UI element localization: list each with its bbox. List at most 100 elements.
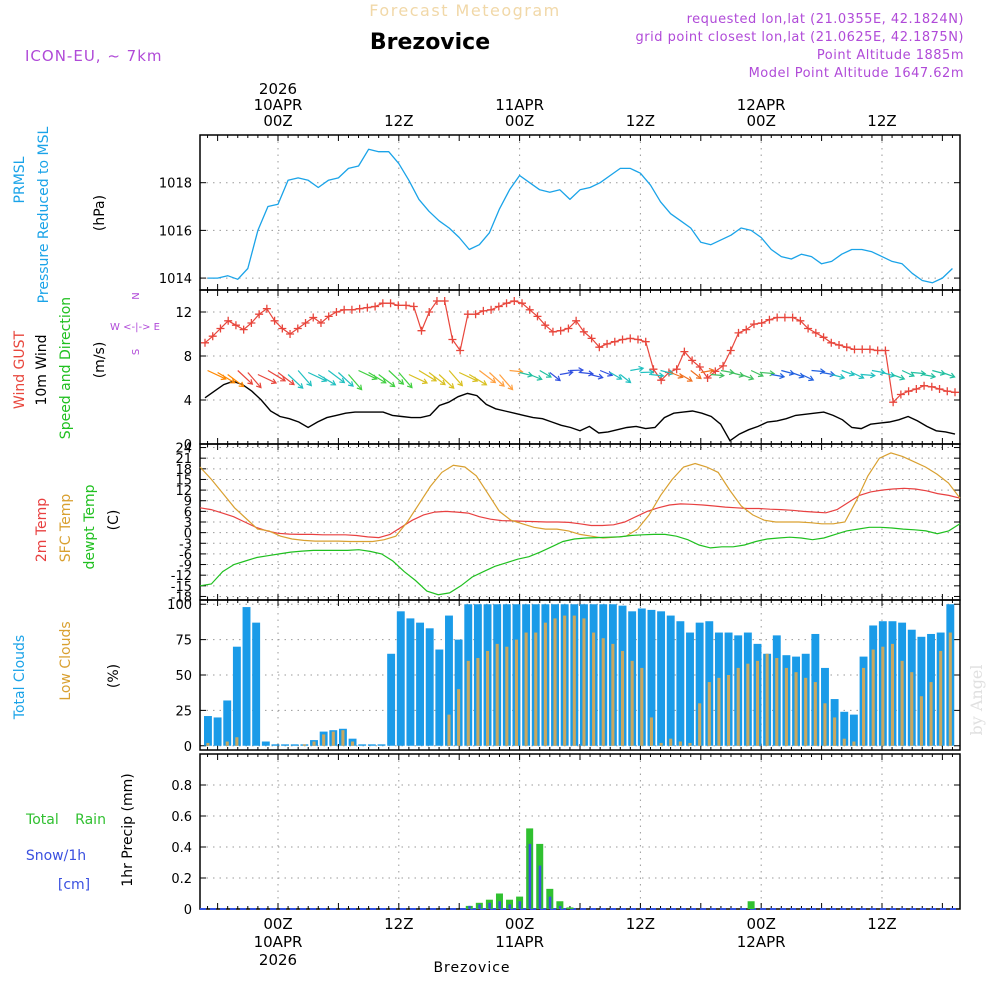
wind-direction-arrow [599, 369, 613, 376]
wind-direction-arrow [257, 373, 277, 384]
wind-direction-arrow [861, 373, 875, 377]
bottom-axis-label: 12APR [737, 933, 786, 951]
wind-direction-arrow [237, 370, 253, 385]
low-cloud-bar [862, 667, 866, 746]
low-cloud-bar [669, 738, 673, 746]
total-cloud-bar [917, 636, 926, 746]
gust-label: Wind GUST [12, 330, 28, 409]
wind-direction-arrow [217, 371, 236, 384]
wind-direction-arrow [922, 373, 936, 378]
gust-marker [811, 328, 820, 337]
wind-direction-arrow [539, 369, 552, 378]
wind-arrow-head [517, 368, 524, 375]
bottom-axis-label: 00Z [263, 915, 292, 933]
gust-marker [479, 306, 488, 315]
wind-arrow-head [588, 370, 595, 377]
wind-arrow-head [695, 373, 702, 380]
wind-dir-label: Speed and Direction [58, 297, 74, 439]
total-cloud-bar [666, 615, 675, 746]
y-tick-label: 9 [184, 495, 192, 510]
gust-marker [208, 332, 217, 341]
total-cloud-bar [261, 741, 270, 746]
low-cloud-bar [331, 731, 335, 746]
low-cloud-bar [784, 667, 788, 746]
clouds-panel: 0 25 50 75 100 [167, 598, 961, 755]
wind-direction-arrow [710, 373, 724, 377]
gust-marker [835, 341, 844, 349]
total-cloud-bar [387, 653, 396, 746]
total-cloud-bar [425, 628, 434, 746]
total-cloud-bar [242, 607, 251, 746]
wind-direction-arrow [287, 374, 304, 389]
wind-arrow-head [798, 372, 805, 379]
grid-point-coords: grid point closest lon,lat (21.0625E, 42… [636, 30, 964, 45]
snow-bar [528, 843, 532, 909]
total-cloud-bar [686, 632, 694, 746]
low-cloud-bar [804, 677, 808, 746]
wind-arrow-head [616, 374, 623, 380]
top-axis-label: 00Z [263, 112, 292, 130]
y-tick-label: -12 [171, 569, 192, 584]
wind-direction-arrow [589, 373, 603, 379]
total-rain-label: Total Rain [25, 812, 106, 828]
y-tick-label: 0 [184, 527, 192, 542]
wind-direction-arrow [267, 369, 286, 382]
wind-arrow-head [431, 376, 438, 382]
wind-direction-arrow [428, 372, 446, 386]
low-cloud-bar [505, 646, 509, 746]
y-tick-label: 21 [175, 452, 192, 467]
wind-label: 10m Wind [34, 334, 50, 405]
gust-marker [757, 319, 766, 327]
rain-bar [566, 907, 574, 909]
wind-direction-arrow [791, 371, 804, 378]
wind-direction-arrow [438, 374, 455, 389]
low-cloud-bar [852, 741, 856, 746]
y-tick-label: 50 [175, 669, 192, 684]
wind-direction-arrow [338, 372, 354, 387]
wind-arrow-head [949, 372, 956, 379]
gust-marker [827, 338, 836, 347]
wind-arrow-head [398, 379, 405, 385]
model-altitude: Model Point Altitude 1647.62m [749, 66, 964, 81]
total-cloud-bar [377, 744, 386, 746]
gust-marker [201, 338, 209, 347]
wind-direction-arrow [761, 371, 775, 375]
wind-arrow-head [545, 372, 553, 378]
snow-bar [498, 901, 501, 909]
gust-marker [216, 324, 225, 333]
wind-arrow-head [481, 380, 488, 386]
gust-marker [703, 374, 712, 382]
wind-arrow-head [757, 371, 764, 378]
gust-marker [239, 325, 248, 334]
top-axis-label: 10APR [254, 96, 303, 114]
gust-marker [556, 326, 565, 335]
snow-bar [478, 904, 481, 909]
compass-north: N [131, 292, 142, 299]
gust-marker [943, 387, 952, 396]
wind-arrow-head [555, 375, 561, 382]
wind-direction-arrow [841, 369, 855, 376]
wind-arrow-head [769, 370, 776, 377]
sfc-temp-label: SFC Temp [58, 494, 74, 563]
gust-marker [548, 327, 557, 336]
wind-direction-arrow [891, 373, 905, 380]
bottom-axis-label: 11APR [495, 933, 544, 951]
gust-marker [340, 305, 349, 314]
wind-direction-arrow [317, 373, 336, 386]
gust-marker [255, 310, 264, 319]
wind-arrow-head [920, 370, 927, 377]
wind-arrow-head [638, 365, 645, 372]
gust-marker [773, 313, 782, 322]
low-cloud-bar [611, 643, 615, 746]
wind-direction-arrow [942, 371, 955, 378]
gust-marker [440, 297, 449, 305]
pressure-unit: (hPa) [92, 195, 108, 231]
snow-bar [558, 905, 562, 909]
wind-direction-arrow [811, 369, 825, 373]
total-cloud-bar [223, 700, 232, 746]
wind-arrow-head [708, 367, 715, 374]
wind-direction-arrow [901, 369, 915, 377]
gust-marker [819, 333, 828, 342]
